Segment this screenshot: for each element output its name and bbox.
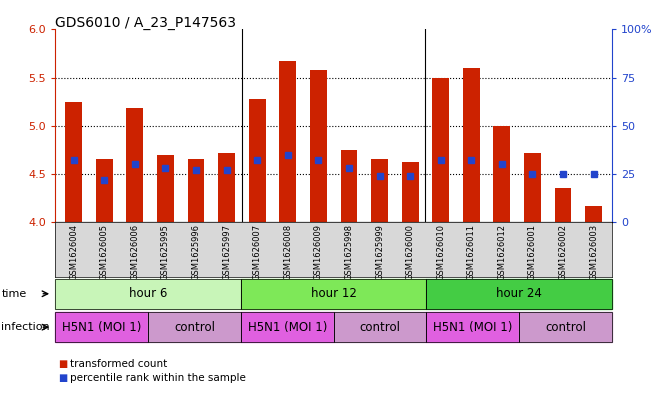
- Text: transformed count: transformed count: [70, 358, 167, 369]
- Text: ■: ■: [59, 358, 68, 369]
- Text: control: control: [174, 321, 215, 334]
- Text: hour 6: hour 6: [129, 287, 167, 300]
- Text: GSM1625997: GSM1625997: [222, 224, 231, 280]
- Bar: [371, 160, 388, 222]
- Bar: [493, 126, 510, 222]
- Bar: [310, 70, 327, 222]
- Text: GSM1625995: GSM1625995: [161, 224, 170, 280]
- Text: hour 12: hour 12: [311, 287, 357, 300]
- Bar: [187, 160, 204, 222]
- Text: infection: infection: [1, 322, 50, 332]
- Text: GSM1626005: GSM1626005: [100, 224, 109, 280]
- Text: GSM1626012: GSM1626012: [497, 224, 506, 280]
- Bar: [279, 61, 296, 222]
- Text: H5N1 (MOI 1): H5N1 (MOI 1): [62, 321, 141, 334]
- Text: GSM1625998: GSM1625998: [344, 224, 353, 280]
- Text: percentile rank within the sample: percentile rank within the sample: [70, 373, 246, 383]
- Text: GSM1626007: GSM1626007: [253, 224, 262, 280]
- Bar: [524, 153, 541, 222]
- Text: GSM1626004: GSM1626004: [69, 224, 78, 280]
- Text: GSM1626010: GSM1626010: [436, 224, 445, 280]
- Text: H5N1 (MOI 1): H5N1 (MOI 1): [247, 321, 327, 334]
- Text: GSM1626009: GSM1626009: [314, 224, 323, 280]
- Text: H5N1 (MOI 1): H5N1 (MOI 1): [433, 321, 512, 334]
- Bar: [126, 108, 143, 222]
- Text: GSM1626000: GSM1626000: [406, 224, 415, 280]
- Text: control: control: [359, 321, 400, 334]
- Text: GSM1625996: GSM1625996: [191, 224, 201, 280]
- Text: GDS6010 / A_23_P147563: GDS6010 / A_23_P147563: [55, 16, 236, 30]
- Bar: [96, 160, 113, 222]
- Text: GSM1625999: GSM1625999: [375, 224, 384, 280]
- Bar: [463, 68, 480, 222]
- Text: hour 24: hour 24: [496, 287, 542, 300]
- Text: GSM1626006: GSM1626006: [130, 224, 139, 280]
- Bar: [65, 102, 82, 222]
- Bar: [432, 77, 449, 222]
- Bar: [249, 99, 266, 222]
- Text: GSM1626001: GSM1626001: [528, 224, 537, 280]
- Text: GSM1626011: GSM1626011: [467, 224, 476, 280]
- Text: control: control: [545, 321, 586, 334]
- Bar: [585, 206, 602, 222]
- Bar: [402, 162, 419, 222]
- Bar: [340, 150, 357, 222]
- Text: ■: ■: [59, 373, 68, 383]
- Bar: [157, 154, 174, 222]
- Text: time: time: [1, 289, 27, 299]
- Text: GSM1626008: GSM1626008: [283, 224, 292, 280]
- Bar: [555, 188, 572, 222]
- Text: GSM1626002: GSM1626002: [559, 224, 568, 280]
- Text: GSM1626003: GSM1626003: [589, 224, 598, 280]
- Bar: [218, 153, 235, 222]
